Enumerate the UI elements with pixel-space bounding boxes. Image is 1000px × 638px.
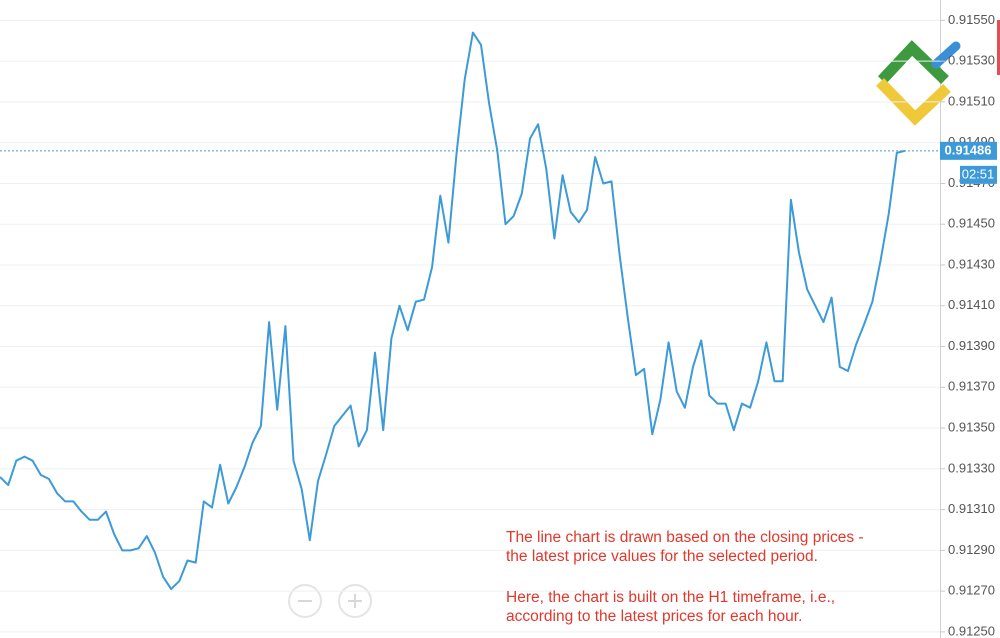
last-price-label: 0.91486 (945, 142, 992, 157)
annotation: The line chart is drawn based on the clo… (506, 529, 864, 546)
y-tick-label: 0.91310 (948, 501, 995, 516)
y-tick-label: 0.91430 (948, 256, 995, 271)
y-tick-label: 0.91530 (948, 53, 995, 68)
y-tick-label: 0.91410 (948, 297, 995, 312)
y-tick-label: 0.91550 (948, 12, 995, 27)
zoom-out-button[interactable] (288, 584, 322, 618)
y-tick-label: 0.91390 (948, 338, 995, 353)
zoom-controls (288, 584, 372, 618)
y-tick-label: 0.91330 (948, 460, 995, 475)
annotation: the latest price values for the selected… (506, 548, 818, 565)
y-tick-label: 0.91290 (948, 542, 995, 557)
price-line (0, 31, 906, 591)
logo (876, 40, 961, 126)
y-tick-label: 0.91510 (948, 93, 995, 108)
annotation: according to the latest prices for each … (506, 608, 802, 625)
y-tick-label: 0.91370 (948, 379, 995, 394)
y-tick-label: 0.91270 (948, 583, 995, 598)
edge-marker (997, 20, 1000, 75)
logo-green (877, 40, 949, 84)
y-tick-label: 0.91350 (948, 419, 995, 434)
logo-yellow (876, 78, 951, 126)
y-tick-label: 0.91450 (948, 216, 995, 231)
y-tick-label: 0.91250 (948, 623, 995, 638)
timer-label: 02:51 (962, 166, 995, 181)
annotation: Here, the chart is built on the H1 timef… (506, 589, 835, 606)
zoom-in-button[interactable] (338, 584, 372, 618)
last-price-box (940, 141, 997, 160)
timer-box (960, 165, 997, 184)
